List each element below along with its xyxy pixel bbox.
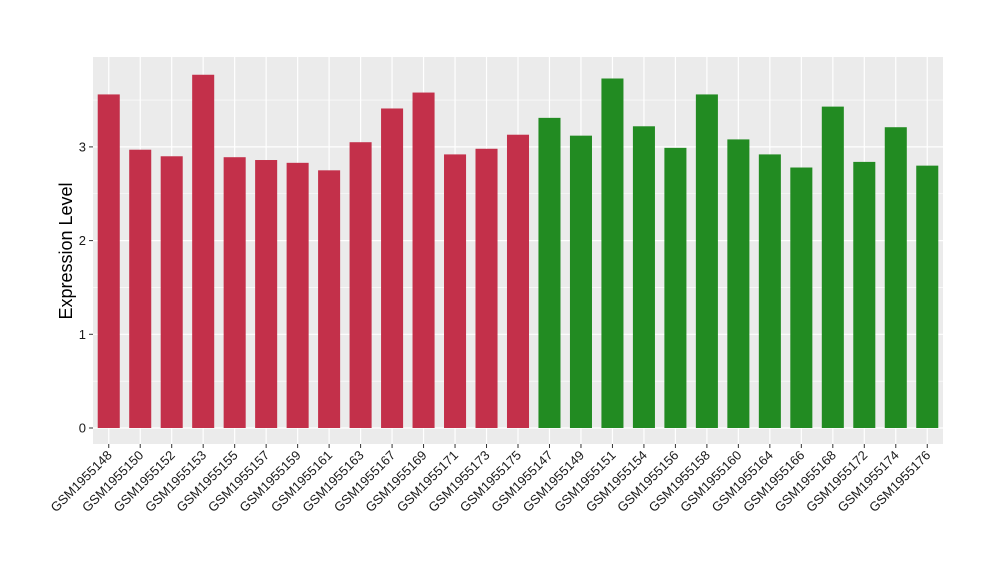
bar-GSM1955159 bbox=[286, 162, 309, 429]
bar-GSM1955169 bbox=[412, 92, 435, 428]
bar-GSM1955172 bbox=[853, 161, 876, 428]
bar-GSM1955157 bbox=[255, 160, 278, 428]
bar-GSM1955150 bbox=[129, 149, 152, 428]
bar-GSM1955173 bbox=[475, 148, 498, 429]
x-axis-ticks: GSM1955148GSM1955150GSM1955152GSM1955153… bbox=[48, 444, 933, 515]
y-tick-label: 1 bbox=[79, 327, 86, 342]
y-tick-label: 2 bbox=[79, 233, 86, 248]
bars bbox=[97, 74, 939, 429]
bar-GSM1955167 bbox=[381, 108, 404, 428]
y-axis-title: Expression Level bbox=[56, 182, 76, 319]
bar-GSM1955152 bbox=[160, 156, 183, 428]
y-tick-label: 3 bbox=[79, 139, 86, 154]
bar-GSM1955175 bbox=[506, 134, 530, 428]
bar-GSM1955147 bbox=[538, 117, 561, 428]
y-axis-ticks: 0 1 2 3 bbox=[79, 139, 93, 436]
bar-GSM1955158 bbox=[695, 94, 718, 428]
bar-GSM1955163 bbox=[349, 142, 372, 428]
bar-GSM1955164 bbox=[758, 154, 781, 428]
bar-GSM1955166 bbox=[790, 167, 813, 428]
bar-GSM1955160 bbox=[727, 139, 750, 429]
bar-GSM1955149 bbox=[569, 135, 592, 428]
bar-GSM1955151 bbox=[601, 78, 624, 429]
bar-GSM1955156 bbox=[664, 147, 687, 428]
bar-GSM1955171 bbox=[444, 154, 467, 428]
bar-GSM1955176 bbox=[916, 165, 939, 428]
bar-GSM1955153 bbox=[192, 74, 215, 428]
bar-GSM1955168 bbox=[821, 106, 844, 428]
bar-GSM1955161 bbox=[318, 170, 341, 428]
bar-GSM1955148 bbox=[97, 94, 120, 428]
bar-GSM1955174 bbox=[884, 127, 907, 429]
bar-GSM1955155 bbox=[223, 157, 246, 428]
y-tick-label: 0 bbox=[79, 421, 86, 436]
bar-GSM1955154 bbox=[632, 126, 655, 428]
